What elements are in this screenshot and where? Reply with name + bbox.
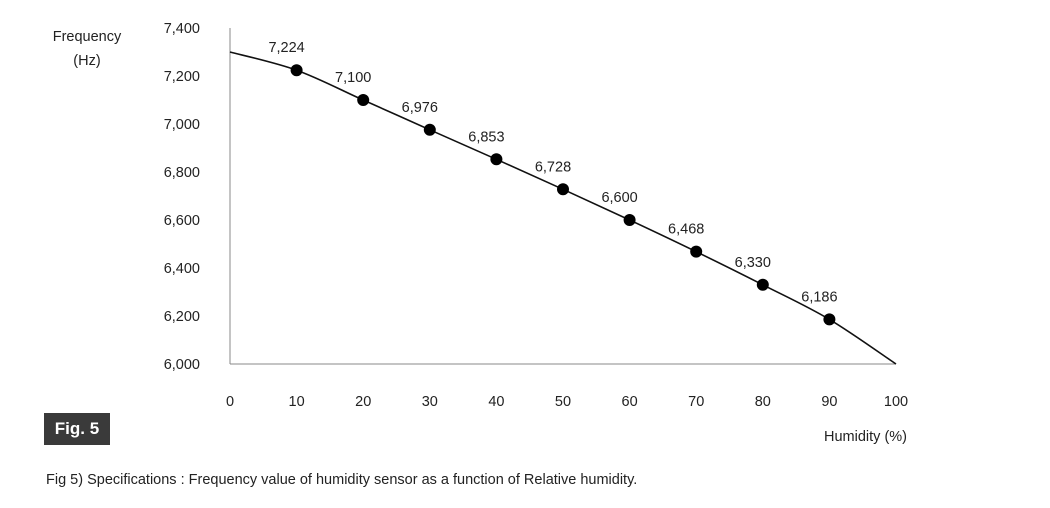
data-label: 7,224 [268,40,304,56]
data-label: 6,468 [668,222,704,238]
data-label: 6,600 [601,190,637,206]
data-point [490,153,503,166]
y-tick-label: 6,200 [164,309,200,325]
y-tick-label: 6,000 [164,357,200,373]
data-points [290,64,836,326]
figure-badge: Fig. 5 [44,413,110,445]
data-point [290,64,303,77]
x-tick-label: 10 [289,394,305,410]
x-tick-label: 20 [355,394,371,410]
x-tick-label: 70 [688,394,704,410]
data-point [357,94,370,106]
data-point [557,183,569,196]
x-tick-label: 30 [422,394,438,410]
x-tick-label: 80 [755,394,771,410]
x-tick-label: 90 [821,394,837,410]
y-tick-labels: 7,400 7,200 7,000 6,800 6,600 6,400 6,200 6,000 [164,21,200,373]
x-tick-label: 100 [884,394,908,410]
x-tick-label: 50 [555,394,571,410]
y-tick-label: 6,800 [164,165,200,181]
y-tick-label: 6,600 [164,213,200,229]
y-tick-label: 7,200 [164,69,200,85]
data-point [623,214,636,226]
data-point [756,278,769,291]
y-axis-label-line1: Frequency [53,29,122,45]
data-label: 6,330 [735,255,771,271]
series-line [229,51,897,365]
y-tick-label: 7,400 [164,21,200,37]
y-tick-label: 6,400 [164,261,200,277]
x-tick-labels: 0 10 20 30 40 50 60 70 80 90 100 [226,394,908,410]
data-point [823,313,836,326]
data-point [423,123,436,136]
data-label: 7,100 [335,70,371,86]
y-axis-label-line2: (Hz) [73,53,100,69]
x-tick-label: 40 [488,394,504,410]
x-tick-label: 0 [226,394,234,410]
figure-caption: Fig 5) Specifications : Frequency value … [46,472,638,488]
data-label: 6,853 [468,129,504,145]
data-label: 6,728 [535,159,571,175]
data-labels: 7,224 7,100 6,976 6,853 6,728 6,600 6,468 6,330… [268,40,837,305]
data-label: 6,976 [402,100,438,116]
y-tick-label: 7,000 [164,117,200,133]
x-axis-label: Humidity (%) [824,429,907,445]
data-point [690,245,703,258]
data-label: 6,186 [801,289,837,305]
x-tick-label: 60 [622,394,638,410]
